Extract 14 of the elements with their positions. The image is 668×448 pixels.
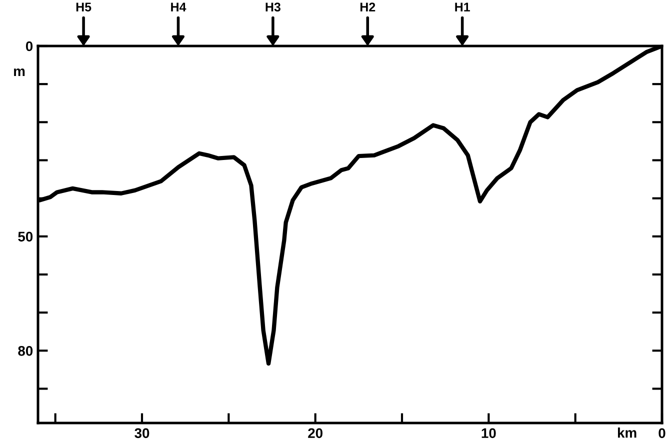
- text: H1: [455, 2, 470, 12]
- x-tick-label: 0: [658, 428, 666, 438]
- x-tick-label: 10: [482, 428, 496, 438]
- text: H2: [360, 2, 376, 12]
- y-tick-label: 0: [26, 41, 33, 52]
- y-tick-label: 50: [18, 232, 33, 242]
- text: H5: [76, 2, 92, 12]
- y-tick-label: 80: [18, 346, 33, 356]
- y-axis-title: m: [14, 68, 25, 76]
- text: H4: [171, 2, 186, 12]
- x-tick-label: 20: [308, 428, 322, 438]
- x-tick-label: 30: [134, 428, 150, 438]
- x-axis-title: km: [618, 428, 636, 438]
- text: H3: [266, 2, 280, 12]
